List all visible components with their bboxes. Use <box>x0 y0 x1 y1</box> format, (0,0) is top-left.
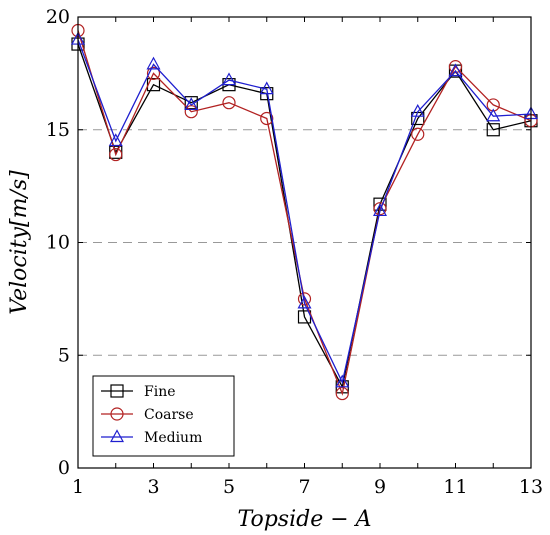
y-tick-label: 15 <box>46 119 70 141</box>
legend-label-medium: Medium <box>144 430 202 446</box>
data-point-coarse <box>146 66 161 80</box>
data-point-coarse <box>448 60 463 74</box>
data-point-medium <box>146 56 161 70</box>
data-point-medium <box>297 295 312 309</box>
grid-lines <box>78 129 531 356</box>
data-point-fine <box>184 96 198 110</box>
legend: Fine Coarse Medium <box>92 375 235 457</box>
x-axis-label: Topside − A <box>237 507 371 532</box>
series-line-coarse <box>77 30 532 396</box>
x-tick-label: 7 <box>298 476 310 498</box>
data-point-coarse <box>260 111 274 126</box>
series-coarse <box>71 23 538 401</box>
y-tick-label: 5 <box>58 344 70 366</box>
legend-marker-fine <box>110 384 124 398</box>
x-tick-label: 9 <box>374 476 386 498</box>
data-point-coarse <box>109 147 123 162</box>
data-point-coarse <box>411 127 425 141</box>
series-line-medium <box>77 39 532 385</box>
x-tick-label: 1 <box>72 476 84 498</box>
y-axis-label: Velocity[m/s] <box>7 170 32 315</box>
series-fine <box>71 37 538 394</box>
data-point-coarse <box>373 202 387 216</box>
data-point-coarse <box>222 96 236 110</box>
legend-marker-medium <box>109 429 125 443</box>
data-point-medium <box>335 374 350 388</box>
data-point-fine <box>486 123 500 137</box>
data-point-medium <box>372 203 388 217</box>
x-tick-label: 11 <box>443 476 467 498</box>
legend-marker-coarse <box>110 407 124 421</box>
data-point-medium <box>221 72 237 86</box>
x-tick-label: 3 <box>147 476 159 498</box>
legend-label-fine: Fine <box>144 384 176 400</box>
series-medium <box>70 31 539 388</box>
y-tick-label: 20 <box>46 6 70 28</box>
data-point-coarse <box>335 386 349 401</box>
y-tick-label: 0 <box>58 457 70 479</box>
data-point-fine <box>146 78 161 92</box>
data-point-medium <box>448 63 463 77</box>
x-tick-label: 5 <box>223 476 235 498</box>
legend-label-coarse: Coarse <box>144 407 194 423</box>
series-layer <box>70 23 539 401</box>
x-tick-label: 13 <box>519 476 543 498</box>
data-point-medium <box>184 97 199 111</box>
legend-box <box>92 375 235 457</box>
data-point-medium <box>410 103 425 117</box>
data-point-medium <box>108 133 123 147</box>
data-point-medium <box>486 108 501 122</box>
series-line-fine <box>77 43 532 389</box>
y-tick-label: 10 <box>46 232 70 254</box>
data-point-medium <box>259 81 274 95</box>
